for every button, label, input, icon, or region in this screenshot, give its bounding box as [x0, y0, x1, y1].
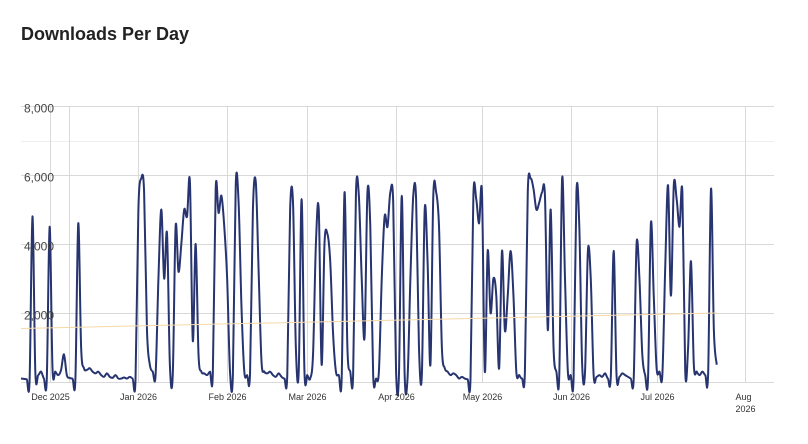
x-tick-label: Jan 2026	[120, 392, 157, 402]
y-tick-label: 6,000	[24, 171, 54, 185]
x-tick-label: Dec 2025	[31, 392, 70, 402]
chart-title: Downloads Per Day	[21, 24, 190, 44]
y-tick-label: 4,000	[24, 240, 54, 254]
y-axis-ticks: 2,000 4,000 6,000 8,000	[24, 102, 54, 323]
downloads-series-line	[20, 171, 718, 397]
y-tick-label: 8,000	[24, 102, 54, 116]
x-tick-label: Aug 2026	[736, 392, 756, 414]
series-layer	[20, 171, 718, 397]
x-tick-label: Apr 2026	[378, 392, 415, 402]
x-tick-label: Feb 2026	[208, 392, 246, 402]
grid-lines	[21, 106, 774, 383]
x-tick-label: Jun 2026	[553, 392, 590, 402]
x-tick-label: Jul 2026	[640, 392, 674, 402]
x-tick-label: May 2026	[463, 392, 503, 402]
x-tick-label: Mar 2026	[288, 392, 326, 402]
x-axis-ticks: Dec 2025 Jan 2026 Feb 2026 Mar 2026 Apr 2026…	[31, 392, 755, 414]
y-tick-label: 2,000	[24, 309, 54, 323]
trend-series-line	[20, 312, 717, 330]
